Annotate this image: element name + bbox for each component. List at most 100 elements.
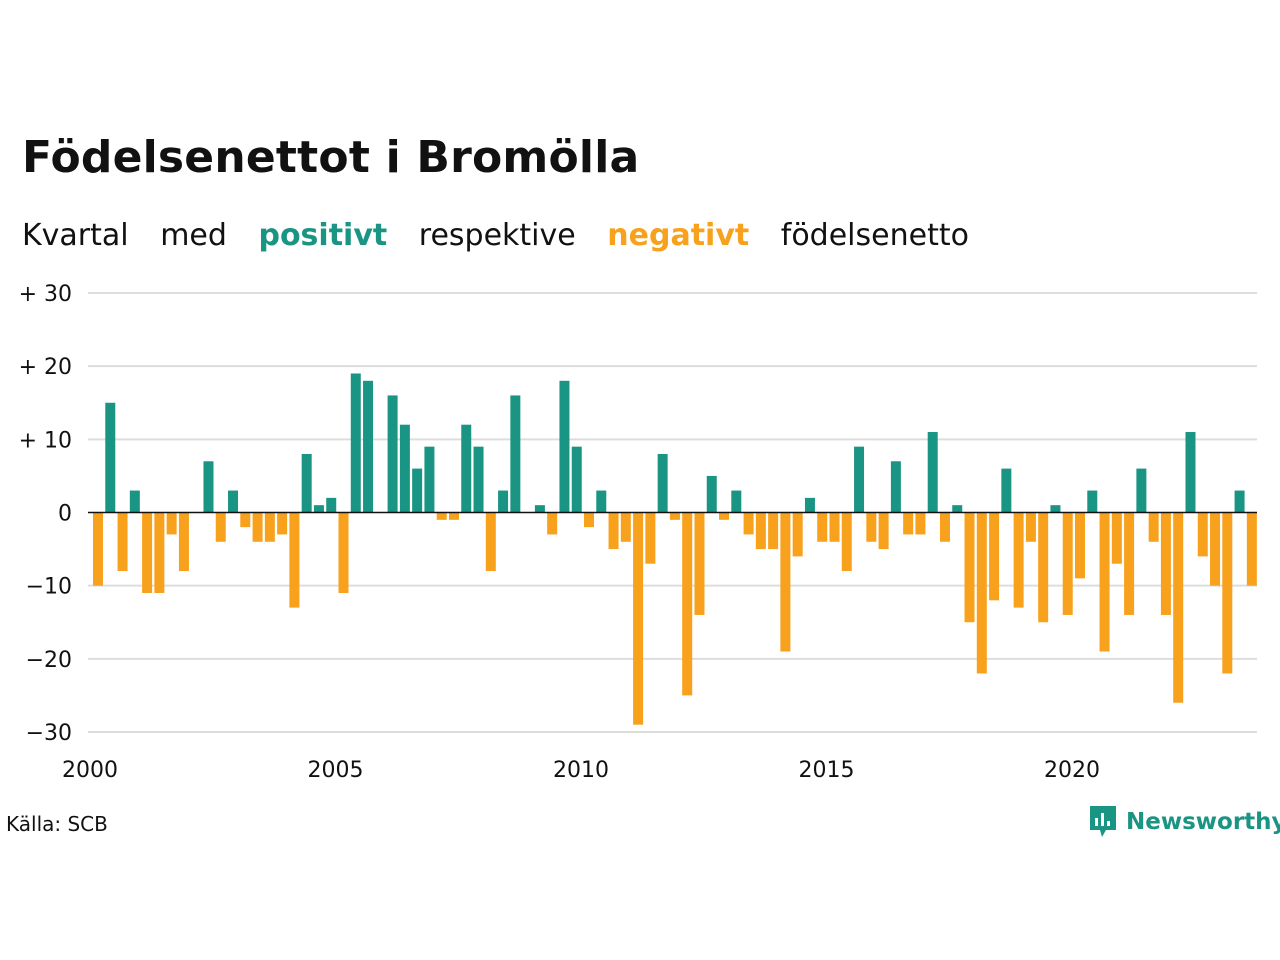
subtitle-word: respektive [418,218,576,253]
bar [866,512,877,542]
bar [584,512,594,528]
logo-text: Newsworthy [1126,809,1280,835]
bar [755,512,766,550]
bar [1197,512,1208,557]
bar [228,490,239,513]
bar [326,497,337,513]
bar [178,512,189,572]
bar [669,512,680,520]
bar [129,490,140,513]
bar [166,512,177,535]
bar [939,512,950,542]
bar [1136,468,1147,513]
bar [1001,468,1012,513]
bar [142,512,153,593]
bar [338,512,349,593]
bar [620,512,631,542]
bar [534,505,545,513]
bar [964,512,975,623]
y-tick-label: −30 [26,721,72,746]
y-tick-label: + 20 [19,355,72,380]
bar [1124,512,1135,615]
x-tick-label: 2005 [308,758,364,783]
bar [854,446,865,513]
bar [1013,512,1024,608]
x-tick-label: 2015 [799,758,855,783]
newsworthy-logo: Newsworthy [1088,804,1280,840]
bar [743,512,754,535]
bar [264,512,275,542]
bar [1160,512,1171,615]
bar [633,512,644,725]
newsworthy-chart-icon [1090,806,1116,837]
subtitle-word: Kvartal [22,218,129,253]
bar [1099,512,1110,652]
chart-subtitle: Kvartal med positivt respektive negativt… [22,218,991,253]
bar [485,512,496,572]
bar [682,512,693,696]
bar [448,512,459,520]
y-tick-label: −20 [26,648,72,673]
bar [498,490,509,513]
bar [363,380,374,513]
bar [731,490,742,513]
bar [804,497,815,513]
bar [105,402,116,513]
bar [301,453,312,513]
bar [203,461,214,513]
bar [1062,512,1073,615]
bar [841,512,852,572]
bar [387,395,398,513]
bar [1148,512,1159,542]
bar [1038,512,1049,623]
y-tick-label: −10 [26,575,72,600]
bar [829,512,840,542]
bar [878,512,889,550]
subtitle-word: med [160,218,227,253]
bar [1025,512,1036,542]
bar [1185,432,1196,513]
bar [117,512,128,572]
y-tick-label: + 10 [19,428,72,453]
bar [412,468,423,513]
bar [989,512,1000,601]
bar [93,512,103,586]
bar [608,512,619,550]
subtitle-word: födelsenetto [780,218,969,253]
bar [719,512,730,520]
bar [424,446,435,513]
bar [817,512,828,542]
bar [350,373,361,513]
bar [1234,490,1245,513]
bar [903,512,914,535]
bar [571,446,582,513]
y-tick-label: + 30 [19,282,72,307]
y-tick-label: 0 [58,502,72,527]
bar [510,395,521,513]
bar [399,424,410,513]
bar [313,505,324,513]
bar [1210,512,1221,586]
bar [215,512,226,542]
bar [1173,512,1184,703]
bar [1222,512,1233,674]
bar [461,424,472,513]
bar [657,453,668,513]
bar [768,512,779,550]
source-note: Källa: SCB [6,812,108,836]
bar-chart: + 30 + 20 + 10 0 −10 −20 −30 2000 2005 2010 2015 20… [19,282,1257,783]
bar [252,512,263,542]
subtitle-negative: negativt [607,218,750,253]
bar [976,512,987,674]
bar [436,512,447,520]
bar [927,432,938,513]
subtitle-positive: positivt [258,218,388,253]
chart-title: Födelsenettot i Bromölla [22,132,640,183]
bar [1050,505,1061,513]
bar [915,512,926,535]
bar [473,446,484,513]
bar [792,512,803,557]
bar [289,512,300,608]
x-tick-label: 2000 [62,758,118,783]
bar [890,461,901,513]
